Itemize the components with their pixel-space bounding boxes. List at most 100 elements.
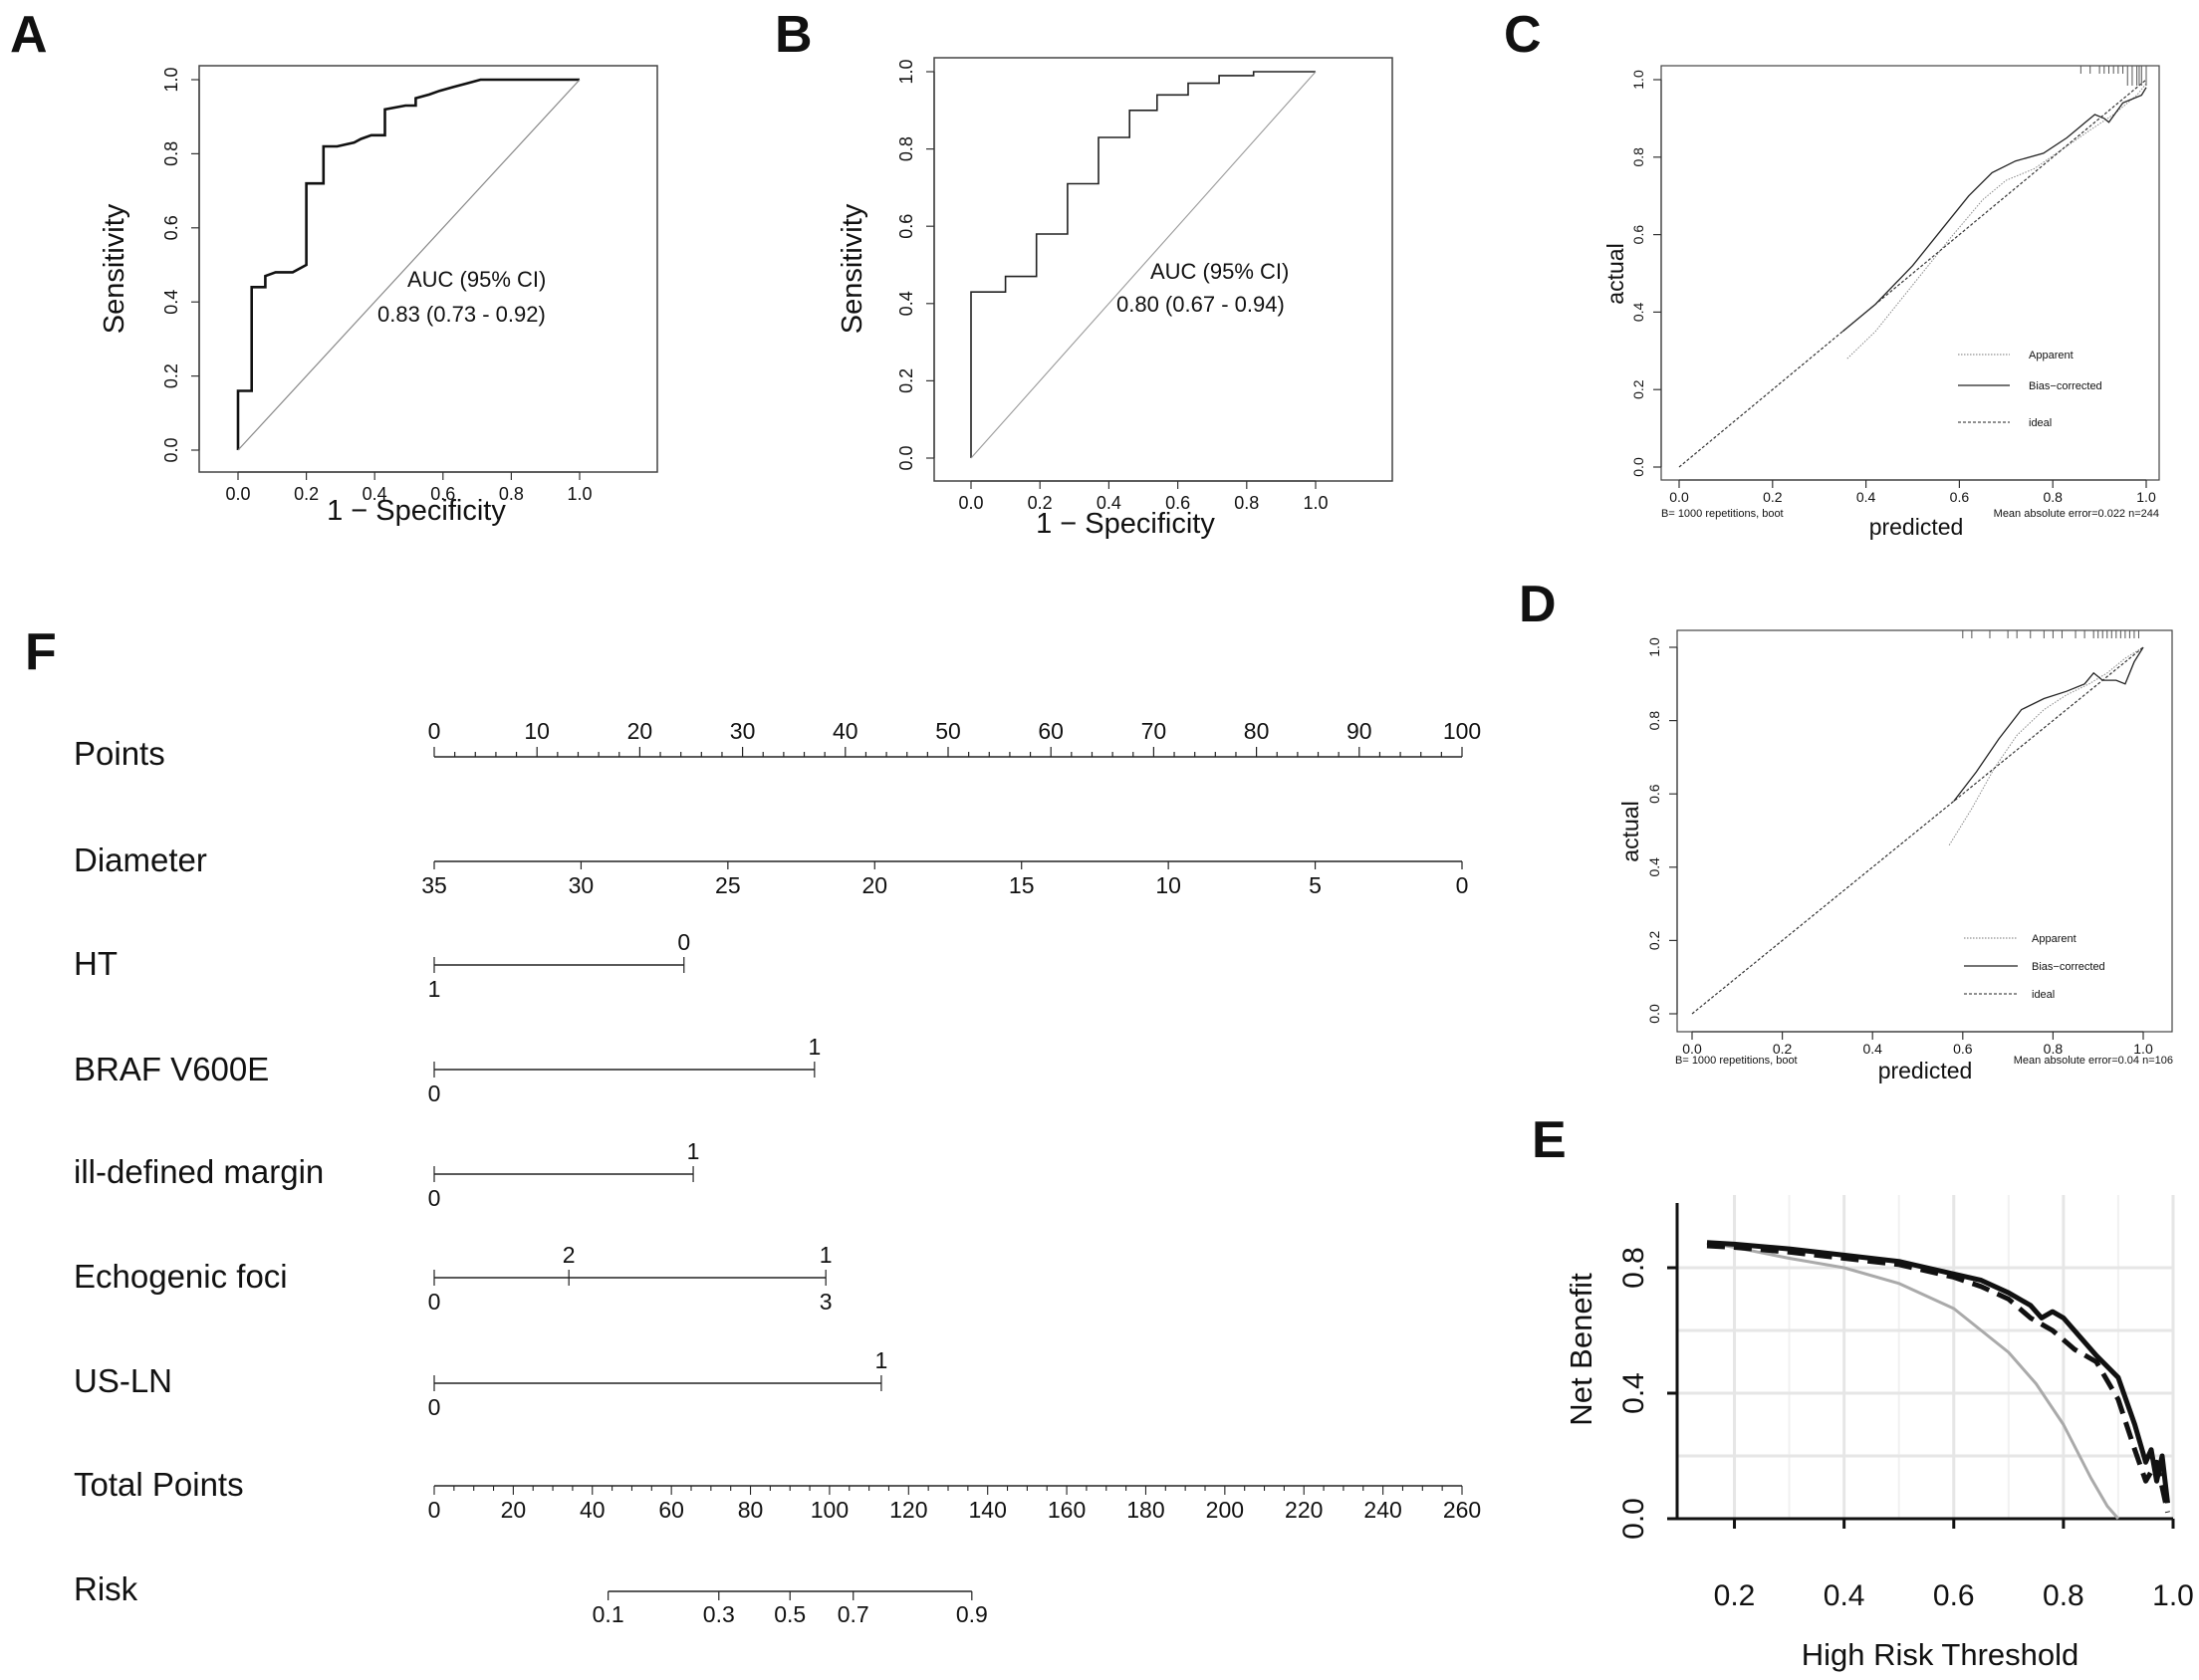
y-tick-label: 0.2 [896, 368, 916, 393]
total-points-tick-label: 20 [501, 1497, 527, 1523]
x-axis-label-c: predicted [1869, 514, 1964, 540]
diameter-tick-label: 15 [1009, 872, 1035, 898]
x-tick-label: 0.4 [1824, 1579, 1865, 1612]
x-tick-label: 0.4 [1856, 489, 1876, 505]
nomogram-value-label: 1 [820, 1242, 833, 1268]
nomogram-value-label: 1 [687, 1138, 700, 1164]
x-tick-label: 0.6 [1933, 1579, 1975, 1612]
y-tick-label: 0.0 [1646, 1004, 1662, 1024]
nomogram-row-label: Risk [74, 1570, 138, 1607]
footnote-right-d: Mean absolute error=0.04 n=106 [2014, 1055, 2173, 1067]
total-points-tick-label: 260 [1443, 1497, 1481, 1523]
nomogram-value-label: 0 [677, 929, 690, 955]
y-tick-label: 0.2 [161, 363, 181, 388]
series-line-reference [970, 71, 1317, 459]
footnote-right-c: Mean absolute error=0.022 n=244 [1994, 508, 2159, 520]
x-axis-label-e: High Risk Threshold [1802, 1637, 2079, 1672]
nomogram-row-label: BRAF V600E [74, 1051, 269, 1087]
points-tick-label: 10 [524, 718, 550, 744]
y-axis-label-d: actual [1617, 801, 1643, 861]
diameter-tick-label: 20 [861, 872, 887, 898]
nomogram-value-label: 0 [428, 1289, 441, 1315]
nomogram-row-label: Points [74, 735, 165, 772]
series-line-apparent [1948, 646, 2144, 845]
legend-bias-c: Bias−corrected [2029, 380, 2102, 392]
total-points-tick-label: 100 [811, 1497, 849, 1523]
auc-value-b: 0.80 (0.67 - 0.94) [1116, 292, 1285, 317]
points-tick-label: 70 [1141, 718, 1167, 744]
x-tick-label: 0.2 [1773, 1041, 1793, 1057]
nomogram-row-label: ill-defined margin [74, 1153, 324, 1190]
y-tick-label: 0.0 [1617, 1498, 1650, 1540]
total-points-tick-label: 220 [1285, 1497, 1323, 1523]
series-line-reference [237, 79, 581, 451]
y-tick-label: 0.0 [161, 437, 181, 462]
panel-label-b: B [775, 6, 813, 64]
nomogram-row-label: US-LN [74, 1362, 172, 1399]
y-tick-label: 0.6 [161, 215, 181, 240]
y-tick-label: 0.2 [1646, 930, 1662, 950]
x-tick-label: 0.8 [499, 484, 524, 504]
nomogram-value-label: 1 [808, 1034, 821, 1060]
x-axis-label-d: predicted [1878, 1058, 1973, 1083]
roc-chart-a: 1 − Specificity Sensitivity AUC (95% CI)… [99, 65, 658, 527]
series-line-apparent [1846, 83, 2147, 360]
y-axis-label-c: actual [1602, 243, 1628, 304]
diameter-tick-label: 25 [715, 872, 741, 898]
nomogram-row-label: HT [74, 945, 118, 982]
x-tick-label: 0.2 [1714, 1579, 1756, 1612]
y-tick-label: 1.0 [161, 67, 181, 92]
x-tick-label: 0.0 [1669, 489, 1689, 505]
x-tick-label: 0.4 [1862, 1041, 1882, 1057]
diameter-tick-label: 10 [1155, 872, 1181, 898]
auc-title-b: AUC (95% CI) [1150, 259, 1289, 284]
nomogram-value-label: 0 [428, 1394, 441, 1420]
x-tick-label: 0.2 [1763, 489, 1783, 505]
x-tick-label: 0.6 [430, 484, 455, 504]
footnote-left-c: B= 1000 repetitions, boot [1661, 508, 1784, 520]
y-tick-label: 0.8 [896, 136, 916, 161]
y-tick-label: 0.4 [1646, 857, 1662, 877]
decision-curve-chart-e: High Risk Threshold Net Benefit 0.0 0.4 0.… [1564, 1195, 2194, 1672]
series-line-model-dashed [1706, 1243, 2170, 1514]
nomogram-value-label: 2 [563, 1242, 576, 1268]
x-tick-label: 0.0 [958, 493, 983, 513]
x-tick-label: 0.2 [1028, 493, 1053, 513]
diameter-tick-label: 35 [421, 872, 447, 898]
x-tick-label: 0.0 [1682, 1041, 1702, 1057]
x-tick-label: 1.0 [2152, 1579, 2194, 1612]
total-points-tick-label: 60 [658, 1497, 684, 1523]
y-tick-label: 0.6 [1646, 784, 1662, 804]
risk-tick-label: 0.5 [774, 1601, 806, 1627]
legend-apparent-d: Apparent [2032, 933, 2077, 945]
panel-label-d: D [1519, 576, 1557, 633]
points-tick-label: 40 [833, 718, 858, 744]
y-tick-label: 0.4 [1630, 302, 1646, 322]
total-points-tick-label: 140 [969, 1497, 1007, 1523]
y-tick-label: 0.4 [896, 291, 916, 316]
x-tick-label: 1.0 [2136, 489, 2156, 505]
total-points-tick-label: 120 [889, 1497, 927, 1523]
points-tick-label: 30 [730, 718, 756, 744]
points-tick-label: 0 [428, 718, 441, 744]
total-points-tick-label: 180 [1126, 1497, 1164, 1523]
y-tick-label: 0.8 [1646, 711, 1662, 731]
y-tick-label: 0.6 [1630, 225, 1646, 245]
y-tick-label: 0.4 [161, 290, 181, 315]
x-tick-label: 0.6 [1950, 489, 1970, 505]
nomogram-value-label: 3 [820, 1289, 833, 1315]
diameter-tick-label: 0 [1456, 872, 1469, 898]
risk-tick-label: 0.1 [593, 1601, 624, 1627]
risk-tick-label: 0.7 [838, 1601, 869, 1627]
panel-label-a: A [10, 6, 48, 64]
total-points-tick-label: 40 [580, 1497, 606, 1523]
y-axis-label-b: Sensitivity [837, 203, 868, 334]
total-points-tick-label: 80 [738, 1497, 764, 1523]
points-tick-label: 20 [627, 718, 653, 744]
footnote-left-d: B= 1000 repetitions, boot [1675, 1055, 1798, 1067]
nomogram-row-label: Echogenic foci [74, 1258, 288, 1295]
roc-chart-b: 1 − Specificity Sensitivity AUC (95% CI)… [837, 57, 1393, 540]
calibration-chart-c: predicted actual B= 1000 repetitions, bo… [1602, 65, 2160, 540]
panel-label-c: C [1504, 6, 1542, 64]
y-tick-label: 0.0 [896, 445, 916, 470]
